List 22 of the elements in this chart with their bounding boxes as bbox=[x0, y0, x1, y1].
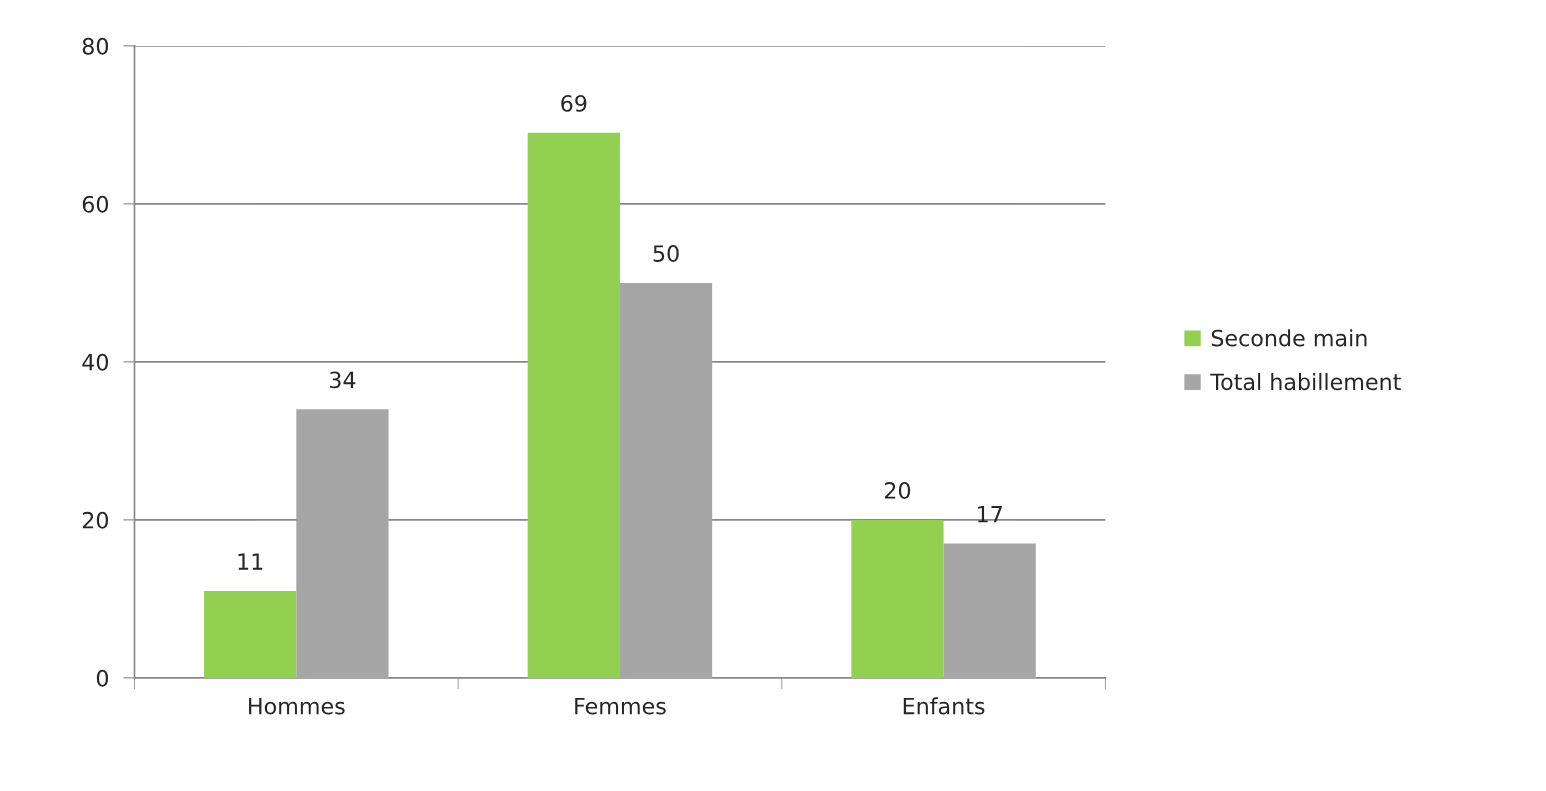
y-tick-label: 80 bbox=[82, 37, 109, 55]
bar bbox=[204, 590, 297, 678]
bar bbox=[943, 543, 1036, 678]
x-tick-label: Hommes bbox=[249, 698, 345, 715]
y-tick-label: 20 bbox=[82, 511, 109, 529]
x-tick-label: Femmes bbox=[575, 698, 666, 715]
data-label: 17 bbox=[977, 506, 1002, 523]
bar bbox=[296, 409, 389, 678]
data-label: 34 bbox=[329, 371, 356, 389]
legend-label: Total habillement bbox=[1210, 372, 1401, 391]
bar bbox=[527, 132, 620, 678]
y-tick-label: 40 bbox=[82, 353, 109, 371]
data-label: 11 bbox=[238, 553, 263, 570]
data-label: 69 bbox=[561, 95, 587, 112]
y-tick-label: 0 bbox=[96, 669, 109, 687]
x-tick-label: Enfants bbox=[903, 697, 985, 715]
data-label: 20 bbox=[884, 482, 911, 499]
data-label: 50 bbox=[653, 245, 679, 262]
y-tick-label: 60 bbox=[82, 195, 109, 213]
bar bbox=[851, 519, 944, 678]
legend-label: Seconde main bbox=[1211, 329, 1367, 347]
bar bbox=[619, 282, 713, 678]
